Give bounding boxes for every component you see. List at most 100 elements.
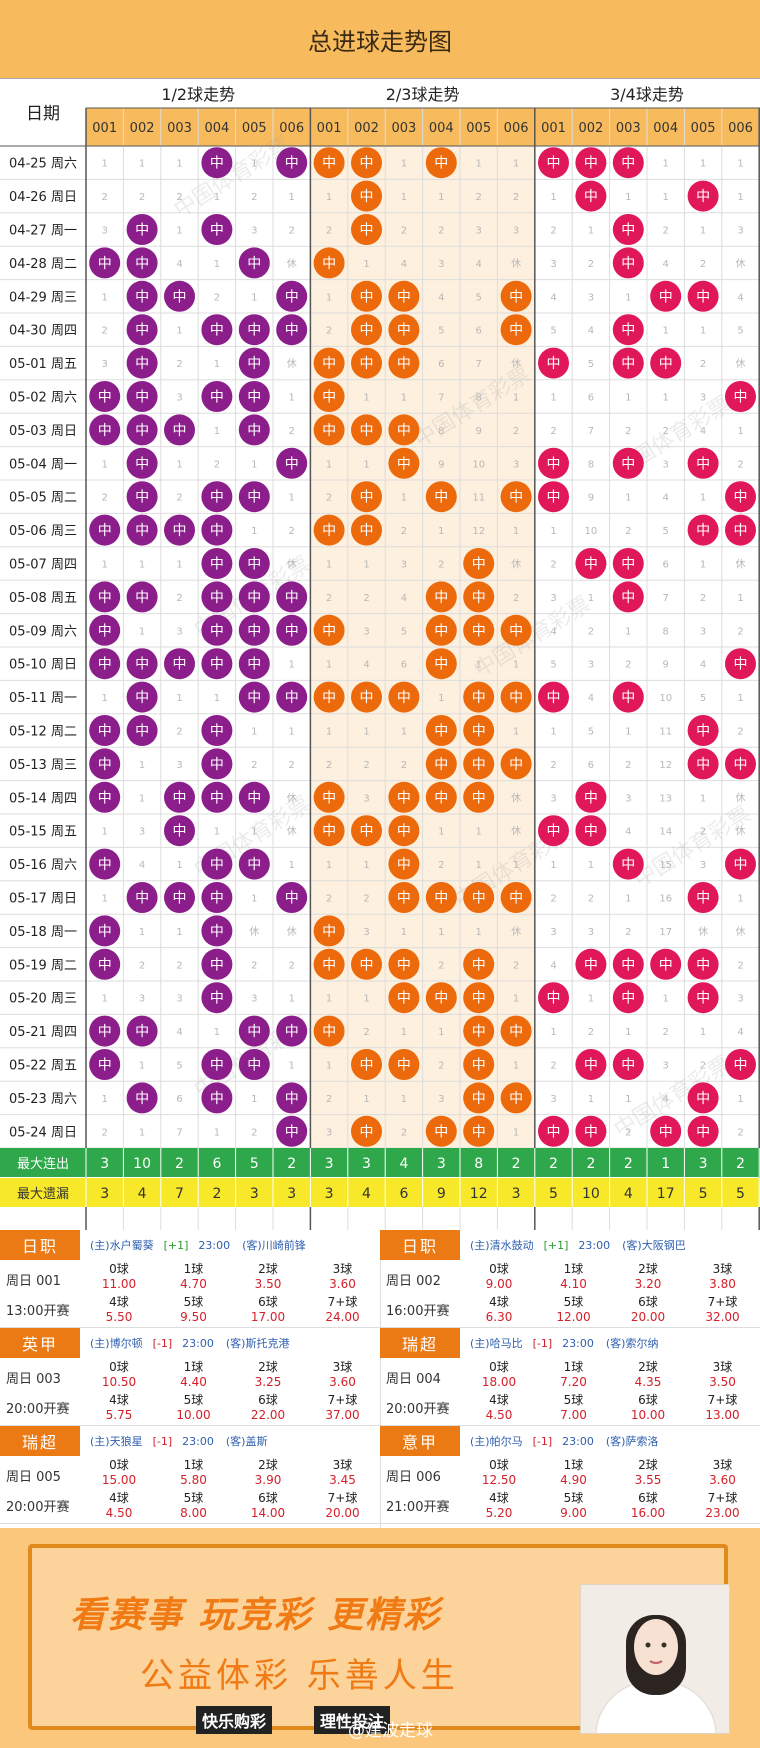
subcolumn-header: 006: [504, 121, 529, 136]
odds-cell[interactable]: 7+球 32.00: [686, 1295, 760, 1327]
hit-marker-label: 中: [135, 590, 149, 606]
odds-cell[interactable]: 4球 5.20: [462, 1491, 536, 1523]
hit-marker: [351, 681, 382, 713]
hit-marker-label: 中: [247, 1058, 261, 1074]
odds-cell[interactable]: 2球 3.50: [231, 1262, 305, 1294]
hit-marker-label: 中: [472, 757, 486, 773]
max-miss-label: 最大遗漏: [17, 1186, 69, 1202]
odds-cell[interactable]: 0球 15.00: [82, 1458, 156, 1490]
odds-cell[interactable]: 3球 3.45: [306, 1458, 380, 1490]
hit-marker: [725, 848, 756, 880]
odds-cell[interactable]: 5球 7.00: [537, 1393, 611, 1425]
odds-cell[interactable]: 6球 14.00: [231, 1491, 305, 1523]
miss-count: 1: [289, 493, 295, 504]
odds-label: 3球: [332, 1360, 353, 1374]
odds-cell[interactable]: 5球 9.50: [157, 1295, 231, 1327]
hit-marker-label: 中: [696, 891, 710, 907]
hit-marker: [201, 481, 233, 513]
odds-cell[interactable]: 1球 7.20: [537, 1360, 611, 1392]
hit-marker: [388, 982, 420, 1014]
odds-cell[interactable]: 3球 3.50: [686, 1360, 760, 1392]
odds-cell[interactable]: 4球 4.50: [462, 1393, 536, 1425]
hit-marker-label: 中: [472, 790, 486, 806]
odds-cell[interactable]: 0球 18.00: [462, 1360, 536, 1392]
odds-cell[interactable]: 0球 11.00: [82, 1262, 156, 1294]
odds-cell[interactable]: 7+球 23.00: [686, 1491, 760, 1523]
odds-cell[interactable]: 7+球 37.00: [306, 1393, 380, 1425]
odds-cell[interactable]: 1球 5.80: [157, 1458, 231, 1490]
miss-count: 12: [659, 760, 672, 771]
hit-marker: [351, 347, 382, 379]
odds-cell[interactable]: 5球 8.00: [157, 1491, 231, 1523]
odds-cell[interactable]: 1球 4.10: [537, 1262, 611, 1294]
hit-marker-label: 中: [210, 924, 224, 940]
miss-count: 休: [511, 258, 521, 270]
hit-marker: [575, 781, 607, 813]
odds-cell[interactable]: 7+球 13.00: [686, 1393, 760, 1425]
odds-cell[interactable]: 4球 6.30: [462, 1295, 536, 1327]
odds-cell[interactable]: 2球 4.35: [611, 1360, 685, 1392]
odds-cell[interactable]: 6球 16.00: [611, 1491, 685, 1523]
hit-marker: [164, 280, 195, 312]
miss-count: 3: [588, 292, 594, 303]
odds-cell[interactable]: 2球 3.20: [611, 1262, 685, 1294]
odds-cell[interactable]: 3球 3.60: [306, 1262, 380, 1294]
miss-count: 1: [102, 827, 108, 838]
odds-cell[interactable]: 2球 3.55: [611, 1458, 685, 1490]
hit-marker: [650, 347, 682, 379]
odds-cell[interactable]: 3球 3.60: [686, 1458, 760, 1490]
odds-cell[interactable]: 5球 9.00: [537, 1491, 611, 1523]
odds-cell[interactable]: 1球 4.40: [157, 1360, 231, 1392]
odds-cell[interactable]: 5球 10.00: [157, 1393, 231, 1425]
matches-divider: [380, 1230, 381, 1528]
odds-cell[interactable]: 4球 4.50: [82, 1491, 156, 1523]
odds-cell[interactable]: 0球 10.50: [82, 1360, 156, 1392]
odds-cell[interactable]: 0球 9.00: [462, 1262, 536, 1294]
max-miss-value: 7: [175, 1186, 184, 1202]
hit-marker: [238, 548, 270, 579]
match-time: 23:00: [182, 1336, 214, 1350]
odds-label: 1球: [563, 1360, 584, 1374]
miss-count: 3: [176, 626, 182, 637]
hit-marker: [425, 481, 457, 513]
hit-marker: [388, 414, 420, 446]
odds-cell[interactable]: 2球 3.25: [231, 1360, 305, 1392]
hit-marker-label: 中: [397, 423, 411, 439]
odds-cell[interactable]: 6球 10.00: [611, 1393, 685, 1425]
hit-marker-label: 中: [360, 323, 374, 339]
hit-marker: [276, 581, 308, 613]
odds-cell[interactable]: 4球 5.75: [82, 1393, 156, 1425]
hit-marker: [463, 581, 495, 613]
odds-cell[interactable]: 7+球 24.00: [306, 1295, 380, 1327]
odds-cell[interactable]: 3球 3.60: [306, 1360, 380, 1392]
miss-count: 5: [438, 326, 444, 337]
odds-cell[interactable]: 4球 5.50: [82, 1295, 156, 1327]
odds-cell[interactable]: 6球 20.00: [611, 1295, 685, 1327]
odds-cell[interactable]: 7+球 20.00: [306, 1491, 380, 1523]
miss-count: 5: [401, 626, 407, 637]
match-block-border: [380, 1523, 760, 1524]
miss-count: 1: [737, 159, 743, 170]
max-miss-row: [0, 1178, 760, 1207]
hit-marker: [425, 882, 457, 913]
odds-cell[interactable]: 0球 12.50: [462, 1458, 536, 1490]
miss-count: 1: [625, 1094, 631, 1105]
away-team: (客)川崎前锋: [242, 1239, 306, 1252]
odds-cell[interactable]: 6球 22.00: [231, 1393, 305, 1425]
odds-cell[interactable]: 3球 3.80: [686, 1262, 760, 1294]
odds-cell[interactable]: 2球 3.90: [231, 1458, 305, 1490]
miss-count: 6: [476, 326, 482, 337]
odds-cell[interactable]: 6球 17.00: [231, 1295, 305, 1327]
miss-count: 1: [700, 793, 706, 804]
miss-count: 休: [511, 559, 521, 571]
miss-count: 2: [176, 960, 182, 971]
odds-cell[interactable]: 1球 4.70: [157, 1262, 231, 1294]
promo-frame: [28, 1544, 730, 1734]
hit-marker-label: 中: [247, 1024, 261, 1040]
odds-cell[interactable]: 1球 4.90: [537, 1458, 611, 1490]
odds-cell[interactable]: 5球 12.00: [537, 1295, 611, 1327]
odds-value: 3.50: [709, 1375, 736, 1389]
hit-marker: [164, 815, 195, 847]
odds-value: 3.60: [329, 1375, 356, 1389]
match-time: 23:00: [578, 1238, 611, 1252]
